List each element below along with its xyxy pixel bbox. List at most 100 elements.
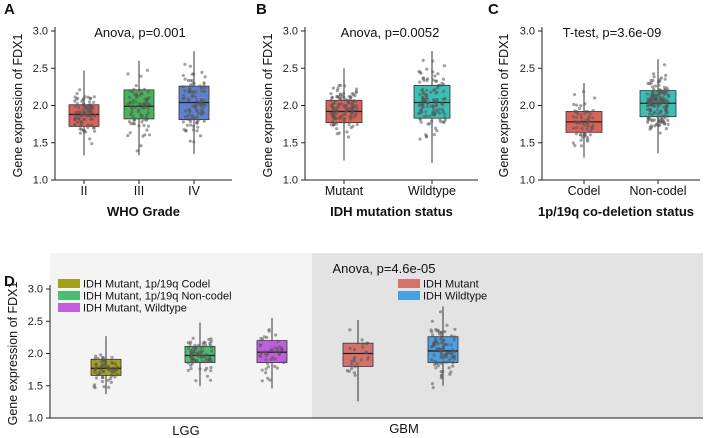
data-point — [193, 95, 198, 99]
data-point — [187, 108, 191, 112]
data-point — [440, 373, 444, 377]
data-point — [331, 107, 335, 111]
data-point — [353, 94, 357, 98]
data-point — [583, 111, 587, 115]
data-point — [99, 368, 103, 372]
data-point — [648, 107, 653, 112]
data-point — [201, 106, 205, 110]
data-point — [418, 70, 422, 74]
data-point — [646, 107, 650, 111]
data-point — [109, 374, 113, 378]
data-point — [659, 76, 664, 80]
data-point — [441, 97, 445, 101]
data-point — [98, 372, 102, 376]
data-point — [258, 353, 262, 357]
data-point — [436, 86, 440, 90]
data-point — [425, 93, 429, 97]
data-point — [447, 366, 451, 370]
panel-letter: C — [488, 1, 499, 18]
data-point — [431, 78, 435, 82]
data-point — [132, 87, 136, 91]
data-point — [142, 123, 146, 128]
data-point — [116, 373, 120, 377]
data-point — [195, 108, 199, 112]
data-point — [102, 385, 106, 389]
data-point — [267, 329, 271, 333]
data-point — [127, 95, 132, 99]
data-point — [189, 367, 193, 371]
data-point — [436, 364, 440, 368]
data-point — [424, 110, 428, 114]
data-point — [81, 97, 85, 101]
data-point — [93, 370, 97, 374]
data-point — [113, 370, 117, 374]
data-point — [204, 343, 208, 347]
y-axis-label: Gene expression of FDX1 — [6, 282, 20, 426]
data-point — [147, 102, 151, 106]
data-point — [187, 89, 191, 93]
data-point — [663, 122, 667, 126]
data-point — [572, 92, 577, 97]
y-axis-label: Gene expression of FDX1 — [497, 34, 511, 178]
data-point — [353, 355, 357, 359]
data-point — [451, 361, 455, 365]
data-point — [586, 110, 590, 114]
data-point — [349, 95, 353, 100]
legend-swatch — [58, 303, 80, 312]
data-point — [652, 72, 656, 76]
data-point — [186, 361, 190, 365]
data-point — [86, 125, 90, 129]
data-point — [196, 125, 200, 129]
data-point — [95, 365, 99, 369]
data-point — [429, 358, 434, 362]
data-point — [421, 92, 425, 96]
data-point — [337, 131, 341, 135]
data-point — [350, 362, 354, 366]
data-point — [666, 114, 670, 118]
data-point — [591, 108, 595, 113]
data-point — [335, 127, 339, 131]
data-point — [203, 368, 207, 372]
data-point — [187, 98, 191, 102]
data-point — [148, 133, 152, 137]
legend-label: IDH Mutant, Wildtype — [83, 303, 187, 315]
data-point — [442, 338, 446, 343]
data-point — [441, 346, 445, 350]
data-point — [444, 353, 448, 357]
y-tick-label: 1.0 — [520, 175, 535, 187]
data-point — [106, 378, 110, 382]
data-point — [85, 114, 89, 118]
data-point — [650, 118, 654, 122]
data-point — [649, 94, 653, 98]
data-point — [136, 110, 140, 114]
x-tick-label: Wildtype — [408, 184, 456, 198]
y-axis-label: Gene expression of FDX1 — [11, 34, 25, 178]
data-point — [203, 75, 207, 79]
data-point — [265, 361, 270, 365]
data-point — [656, 112, 660, 116]
data-point — [131, 90, 135, 94]
data-point — [183, 62, 187, 66]
data-point — [145, 68, 150, 72]
data-point — [346, 107, 350, 111]
data-point — [342, 117, 346, 121]
data-point — [572, 102, 576, 107]
data-point — [181, 73, 185, 77]
data-point — [440, 108, 445, 112]
data-point — [591, 116, 595, 120]
data-point — [204, 352, 209, 356]
data-point — [342, 105, 346, 109]
data-point — [342, 112, 346, 116]
data-point — [131, 114, 135, 119]
data-point — [657, 94, 661, 98]
data-point — [280, 348, 285, 352]
data-point — [417, 112, 421, 116]
y-axis-label: Gene expression of FDX1 — [261, 34, 275, 178]
data-point — [184, 109, 188, 113]
data-point — [342, 120, 346, 124]
data-point — [198, 84, 202, 88]
data-point — [128, 131, 132, 135]
data-point — [418, 117, 422, 121]
data-point — [145, 97, 150, 101]
data-point — [585, 135, 589, 139]
